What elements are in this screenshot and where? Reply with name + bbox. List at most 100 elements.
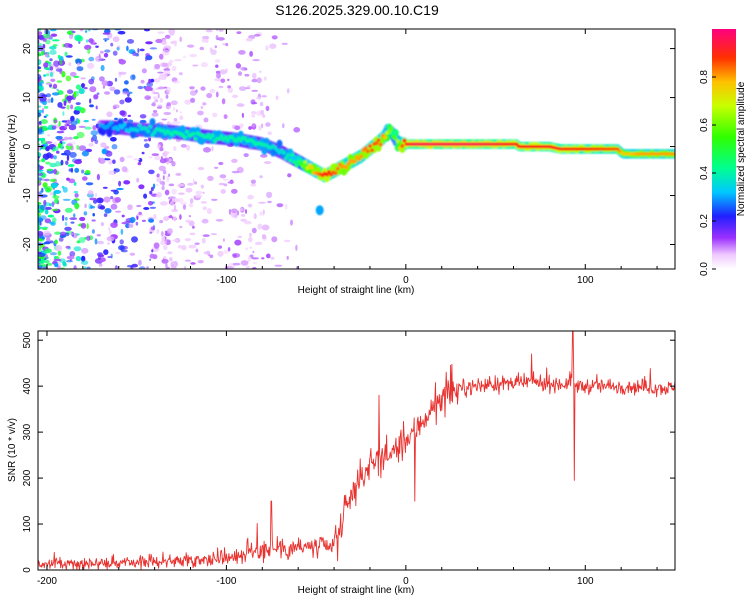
spectrogram-noise-blob	[110, 222, 118, 229]
spectrogram-noise-blob	[38, 73, 42, 80]
spectrogram-noise-blob	[179, 214, 182, 220]
spectrogram-noise-blob	[198, 166, 205, 171]
spectrogram-noise-blob	[223, 114, 228, 119]
spectrogram-noise-blob	[53, 258, 62, 262]
spectrogram-noise-blob	[263, 76, 267, 81]
spectrogram-trace-core	[210, 133, 215, 138]
spectrogram-noise-blob	[41, 227, 48, 231]
spectrogram-noise-blob	[253, 213, 257, 220]
spectrogram-noise-blob	[41, 158, 46, 163]
spectrogram-noise-blob	[250, 183, 257, 187]
spectrogram-noise-blob	[66, 255, 75, 260]
spectrogram-trace-core	[365, 149, 370, 154]
spectrogram-noise-blob	[68, 124, 77, 131]
spectrogram-noise-blob	[42, 44, 46, 49]
spectrogram-noise-blob	[171, 65, 177, 72]
spectrogram-noise-blob	[227, 78, 230, 81]
spectrogram-trace-core	[122, 122, 127, 127]
colorbar: 0.0 0.2 0.4 0.6 0.8 Normalized spectral ampl…	[699, 29, 747, 276]
spectrogram-noise-blob	[244, 220, 252, 225]
spectrogram-noise-blob	[163, 256, 167, 260]
spectrogram-noise-blob	[159, 220, 164, 224]
spectrogram-noise-blob	[159, 147, 164, 152]
spectrogram-noise-blob	[52, 217, 57, 223]
spectrogram-noise-blob	[166, 86, 171, 94]
spectrogram-trace-band	[392, 129, 399, 137]
spectrogram-noise-blob	[112, 159, 116, 164]
spectrogram-noise-blob	[245, 209, 247, 214]
spectrogram-noise-blob	[215, 64, 219, 68]
spectrogram-noise-blob	[80, 222, 87, 229]
spectrogram-noise-blob	[141, 219, 146, 222]
spectrogram-trace-core	[363, 146, 368, 151]
spectrogram-noise-blob	[148, 156, 153, 159]
spectrogram-noise-blob	[88, 56, 95, 62]
spectrogram-noise-blob	[76, 66, 84, 72]
spectrogram-noise-blob	[38, 258, 42, 262]
spectrogram-noise-blob	[162, 244, 168, 251]
colorbar-ticks: 0.0 0.2 0.4 0.6 0.8	[699, 70, 716, 276]
spectrogram-noise-blob	[39, 204, 47, 211]
spectrogram-noise-blob	[266, 191, 273, 199]
spectrogram-noise-blob	[217, 37, 225, 41]
spectrogram-noise-blob	[171, 161, 176, 167]
snr-panel: -200 -100 0 100 0 100 200 300 400 500 Height of …	[7, 330, 676, 596]
spectrogram-noise-blob	[167, 251, 173, 255]
spectrogram-trace-core	[294, 163, 299, 168]
spectrogram-noise-blob	[69, 71, 77, 77]
spectrogram-noise-blob	[97, 203, 103, 210]
spectrogram-noise-blob	[50, 182, 58, 189]
snr-plot-area	[38, 331, 675, 570]
spectrogram-noise-blob	[83, 211, 88, 216]
spectrogram-noise-blob	[69, 217, 78, 221]
spectrogram-trace-core	[116, 127, 120, 132]
spectrogram-noise-blob	[45, 141, 53, 144]
spectrogram-noise-blob	[252, 123, 256, 128]
spectrogram-noise-blob	[119, 99, 125, 105]
spectrogram-noise-blob	[184, 99, 192, 105]
spectrogram-noise-blob	[111, 144, 118, 150]
spectrogram-noise-blob	[217, 245, 222, 249]
spectrogram-trace-core	[400, 143, 405, 148]
snr-y-tick-label: 500	[22, 331, 33, 348]
spectrogram-noise-blob	[232, 94, 238, 99]
spectrogram-x-label: Height of straight line (km)	[298, 285, 415, 296]
spectrogram-noise-blob	[218, 161, 224, 166]
spectrogram-noise-blob	[262, 114, 266, 118]
spectrogram-noise-blob	[126, 264, 134, 268]
spectrogram-noise-blob	[189, 90, 197, 96]
spectrogram-noise-blob	[172, 80, 181, 84]
spectrogram-noise-blob	[119, 110, 126, 116]
spectrogram-noise-blob	[121, 222, 128, 225]
spectrogram-noise-blob	[211, 146, 214, 152]
spectrogram-trace-core	[223, 135, 228, 140]
spectrogram-noise-blob	[83, 87, 88, 90]
spectrogram-noise-blob	[120, 228, 124, 235]
spectrogram-noise-blob	[214, 59, 221, 63]
spectrogram-noise-blob	[219, 174, 227, 179]
spectrogram-noise-blob	[46, 262, 53, 266]
spectrogram-noise-blob	[82, 176, 88, 181]
spectrogram-noise-blob	[85, 182, 94, 186]
spectrogram-noise-blob	[189, 86, 195, 90]
spectrogram-noise-blob	[169, 214, 173, 218]
spectrogram-noise-blob	[59, 144, 64, 150]
spectrogram-noise-blob	[38, 231, 44, 237]
spectrogram-noise-blob	[246, 37, 253, 42]
spectrogram-noise-blob	[97, 254, 105, 258]
spectrogram-noise-blob	[116, 187, 124, 191]
spectrogram-noise-blob	[151, 153, 160, 157]
spectrogram-noise-blob	[108, 227, 111, 231]
spectrogram-noise-blob	[155, 244, 160, 249]
spectrogram-noise-blob	[214, 78, 221, 82]
spectrogram-trace-core	[389, 126, 394, 131]
spectrogram-noise-blob	[228, 208, 232, 215]
spectrogram-noise-blob	[249, 50, 254, 57]
spectrogram-noise-blob	[136, 52, 139, 57]
spectrogram-noise-blob	[101, 80, 109, 86]
spectrogram-noise-blob	[73, 136, 79, 140]
spectrogram-noise-blob	[212, 112, 218, 118]
spectrogram-noise-blob	[176, 197, 184, 203]
